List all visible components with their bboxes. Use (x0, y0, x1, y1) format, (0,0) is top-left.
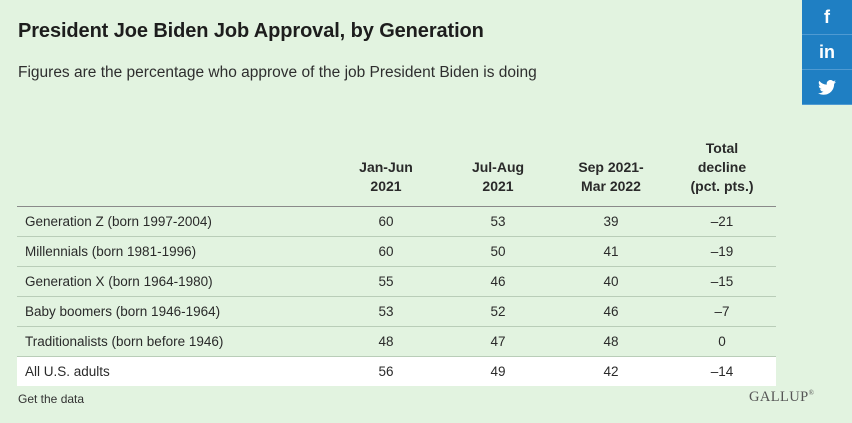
table-cell: 53 (330, 296, 442, 327)
header-cell-1: Jan-Jun 2021 (330, 124, 442, 207)
row-label: Millennials (born 1981-1996) (17, 236, 330, 267)
facebook-icon: f (824, 6, 830, 27)
gallup-logo: GALLUP® (749, 389, 814, 406)
table-cell: –21 (668, 206, 776, 237)
table-cell: 48 (554, 326, 668, 357)
header-line: 2021 (482, 178, 514, 194)
table-row: Generation X (born 1964-1980) 55 46 40 –15 (17, 266, 776, 297)
header-line: Total (705, 140, 739, 156)
row-label: Generation X (born 1964-1980) (17, 266, 330, 297)
row-label: Baby boomers (born 1946-1964) (17, 296, 330, 327)
table-cell: 49 (442, 356, 554, 386)
table-row: Baby boomers (born 1946-1964) 53 52 46 –7 (17, 296, 776, 327)
table-cell: –19 (668, 236, 776, 267)
header-line: Jul-Aug (471, 159, 525, 175)
table-cell: 42 (554, 356, 668, 386)
table-row: All U.S. adults 56 49 42 –14 (17, 356, 776, 386)
table-cell: –7 (668, 296, 776, 327)
table-cell: 47 (442, 326, 554, 357)
row-label: Traditionalists (born before 1946) (17, 326, 330, 357)
table-cell: 39 (554, 206, 668, 237)
header-line: (pct. pts.) (690, 178, 754, 194)
table-cell: 52 (442, 296, 554, 327)
header-line: Mar 2022 (581, 178, 641, 194)
table-cell: 40 (554, 266, 668, 297)
header-line: Jan-Jun (359, 159, 413, 175)
row-label: All U.S. adults (17, 356, 330, 386)
social-share-bar: f in (802, 0, 852, 105)
chart-title: President Joe Biden Job Approval, by Gen… (18, 20, 484, 42)
facebook-share-button[interactable]: f (802, 0, 852, 35)
table-cell: 60 (330, 236, 442, 267)
header-line: Sep 2021- (578, 159, 644, 175)
table-cell: 55 (330, 266, 442, 297)
linkedin-share-button[interactable]: in (802, 35, 852, 70)
header-cell-label (17, 124, 330, 207)
chart-subtitle: Figures are the percentage who approve o… (18, 64, 537, 81)
table-cell: –14 (668, 356, 776, 386)
table-cell: 50 (442, 236, 554, 267)
table-cell: 60 (330, 206, 442, 237)
table-row: Traditionalists (born before 1946) 48 47 48… (17, 326, 776, 357)
get-data-link[interactable]: Get the data (18, 392, 85, 406)
table-row: Generation Z (born 1997-2004) 60 53 39 –21 (17, 206, 776, 237)
logo-registered-mark: ® (808, 389, 815, 398)
header-cell-4: Total decline (pct. pts.) (668, 124, 776, 207)
table-cell: 46 (554, 296, 668, 327)
table-cell: 0 (668, 326, 776, 357)
table-row: Millennials (born 1981-1996) 60 50 41 –19 (17, 236, 776, 267)
row-label: Generation Z (born 1997-2004) (17, 206, 330, 237)
logo-text: GALLUP (749, 389, 809, 405)
header-cell-2: Jul-Aug 2021 (442, 124, 554, 207)
linkedin-icon: in (819, 41, 835, 62)
table-header-row: Jan-Jun 2021 Jul-Aug 2021 Sep 2021- Mar 2022 T… (17, 124, 776, 207)
table-cell: 41 (554, 236, 668, 267)
table-cell: –15 (668, 266, 776, 297)
table-cell: 46 (442, 266, 554, 297)
twitter-icon (818, 79, 836, 95)
header-cell-3: Sep 2021- Mar 2022 (554, 124, 668, 207)
approval-table: Jan-Jun 2021 Jul-Aug 2021 Sep 2021- Mar 2022 T… (17, 124, 776, 386)
twitter-share-button[interactable] (802, 70, 852, 105)
table-body: Generation Z (born 1997-2004) 60 53 39 –21 Mi… (17, 206, 776, 386)
header-line: 2021 (370, 178, 402, 194)
table-cell: 53 (442, 206, 554, 237)
header-line: decline (697, 159, 747, 175)
table-cell: 56 (330, 356, 442, 386)
table-cell: 48 (330, 326, 442, 357)
